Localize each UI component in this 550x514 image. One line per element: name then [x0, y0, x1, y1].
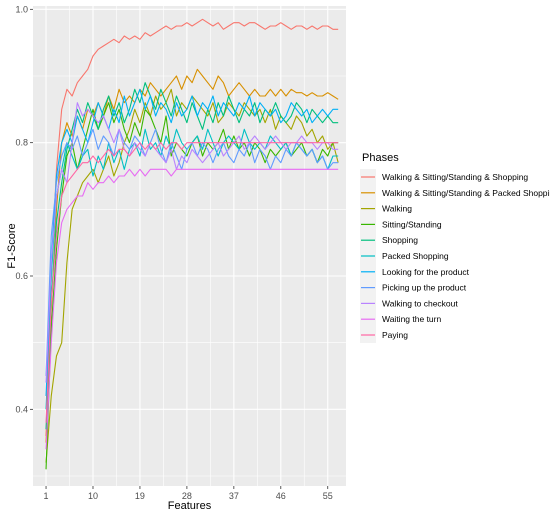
legend-label: Picking up the product [382, 283, 467, 293]
series-line-2 [45, 68, 339, 443]
y-axis-title: F1-Score [6, 223, 18, 268]
legend-title: Phases [362, 152, 399, 164]
plot-panel [33, 6, 346, 486]
series-line-10 [45, 168, 339, 450]
legend-label: Paying [382, 330, 408, 340]
series-line-9 [45, 102, 339, 383]
series-line-1 [45, 18, 339, 437]
series-line-5 [45, 82, 339, 430]
x-tick-label: 19 [135, 491, 145, 501]
legend: Phases Walking & Sitting/Standing & Shop… [360, 152, 550, 343]
x-tick-label: 46 [276, 491, 286, 501]
legend-label: Shopping [382, 235, 418, 245]
x-tick-label: 28 [182, 491, 192, 501]
series-line-7 [45, 88, 339, 397]
legend-label: Walking [382, 204, 412, 214]
legend-label: Sitting/Standing [382, 219, 442, 229]
y-tick-label: 0.6 [15, 271, 28, 281]
x-axis-title: Features [168, 500, 212, 512]
legend-label: Waiting the turn [382, 314, 441, 324]
x-tick-label: 37 [229, 491, 239, 501]
legend-label: Packed Shopping [382, 251, 449, 261]
legend-items: Walking & Sitting/Standing & Shopping Wal… [360, 169, 550, 343]
x-tick-label: 55 [323, 491, 333, 501]
x-tick-label: 1 [44, 491, 49, 501]
x-axis: 1 10 19 28 37 46 55 [44, 486, 333, 501]
x-tick-label: 10 [88, 491, 98, 501]
y-axis: 0.4 0.6 0.8 1.0 [15, 4, 33, 414]
legend-label: Looking for the product [382, 267, 470, 277]
y-tick-label: 1.0 [15, 4, 28, 14]
y-tick-label: 0.4 [15, 404, 28, 414]
legend-label: Walking & Sitting/Standing & Packed Shop… [382, 188, 550, 198]
legend-label: Walking & Sitting/Standing & Shopping [382, 172, 528, 182]
series-line-11 [45, 142, 339, 423]
series-lines [45, 18, 339, 470]
legend-label: Walking to checkout [382, 298, 458, 308]
y-tick-label: 0.8 [15, 138, 28, 148]
